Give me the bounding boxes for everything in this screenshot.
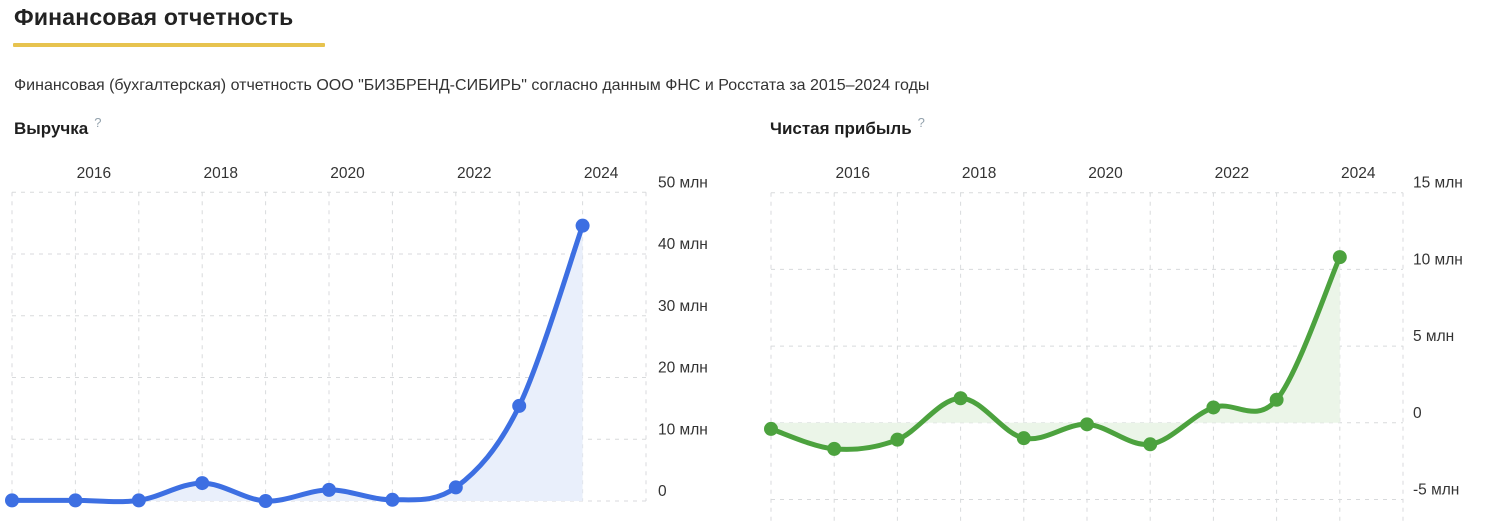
revenue-chart-title: Выручка (14, 119, 89, 138)
net-profit-data-point-2023[interactable] (1269, 392, 1284, 407)
revenue-y-tick-label: 30 млн (658, 298, 708, 315)
revenue-data-point-2018[interactable] (195, 476, 210, 491)
net-profit-x-tick-label: 2016 (835, 165, 869, 182)
revenue-y-tick-label: 0 (658, 483, 667, 500)
revenue-data-point-2016[interactable] (68, 493, 83, 508)
net-profit-data-point-2018[interactable] (953, 391, 968, 406)
net-profit-data-point-2015[interactable] (764, 421, 778, 436)
net-profit-data-point-2020[interactable] (1080, 417, 1094, 432)
page-title: Финансовая отчетность (14, 4, 294, 30)
revenue-data-point-2022[interactable] (448, 480, 463, 495)
revenue-data-point-2015[interactable] (5, 493, 19, 508)
revenue-data-point-2023[interactable] (512, 398, 527, 413)
revenue-data-point-2024[interactable] (575, 218, 590, 233)
title-underline (13, 43, 325, 47)
net-profit-data-point-2024[interactable] (1332, 250, 1347, 265)
net-profit-chart-title: Чистая прибыль (770, 119, 912, 138)
revenue-data-point-2017[interactable] (131, 493, 146, 508)
revenue-x-tick-label: 2022 (457, 165, 491, 182)
revenue-x-tick-label: 2024 (584, 165, 619, 182)
net-profit-x-tick-label: 2022 (1215, 165, 1249, 182)
net-profit-y-tick-label: 15 млн (1413, 175, 1463, 192)
net-profit-y-tick-label: -5 млн (1413, 482, 1459, 499)
revenue-x-tick-label: 2016 (77, 165, 111, 182)
net-profit-data-point-2022[interactable] (1206, 400, 1221, 415)
revenue-area (12, 225, 583, 502)
revenue-x-tick-label: 2018 (203, 165, 237, 182)
help-icon[interactable]: ? (917, 115, 925, 130)
net-profit-x-tick-label: 2018 (962, 165, 996, 182)
revenue-data-point-2021[interactable] (385, 492, 400, 507)
revenue-y-tick-label: 20 млн (658, 360, 708, 377)
net-profit-y-tick-label: 10 млн (1413, 251, 1463, 268)
help-icon[interactable]: ? (94, 115, 102, 130)
net-profit-data-point-2016[interactable] (827, 441, 842, 456)
revenue-data-point-2020[interactable] (322, 482, 336, 497)
net-profit-data-point-2019[interactable] (1016, 431, 1031, 446)
net-profit-data-point-2017[interactable] (890, 432, 905, 447)
revenue-y-tick-label: 40 млн (658, 236, 708, 253)
revenue-y-tick-label: 50 млн (658, 174, 708, 191)
page-subtitle: Финансовая (бухгалтерская) отчетность ОО… (14, 77, 930, 94)
net-profit-line (768, 254, 1343, 452)
net-profit-x-tick-label: 2024 (1341, 165, 1376, 182)
revenue-x-tick-label: 2020 (330, 165, 365, 182)
revenue-chart-header: Выручка? (14, 115, 101, 139)
net-profit-area (771, 257, 1340, 450)
revenue-data-point-2019[interactable] (258, 494, 273, 508)
net-profit-y-tick-label: 0 (1413, 405, 1422, 422)
revenue-y-tick-label: 10 млн (658, 421, 708, 438)
net-profit-chart-header: Чистая прибыль? (770, 115, 925, 139)
net-profit-data-point-2021[interactable] (1143, 437, 1158, 452)
net-profit-x-tick-label: 2020 (1088, 165, 1123, 182)
net-profit-y-tick-label: 5 млн (1413, 328, 1454, 345)
